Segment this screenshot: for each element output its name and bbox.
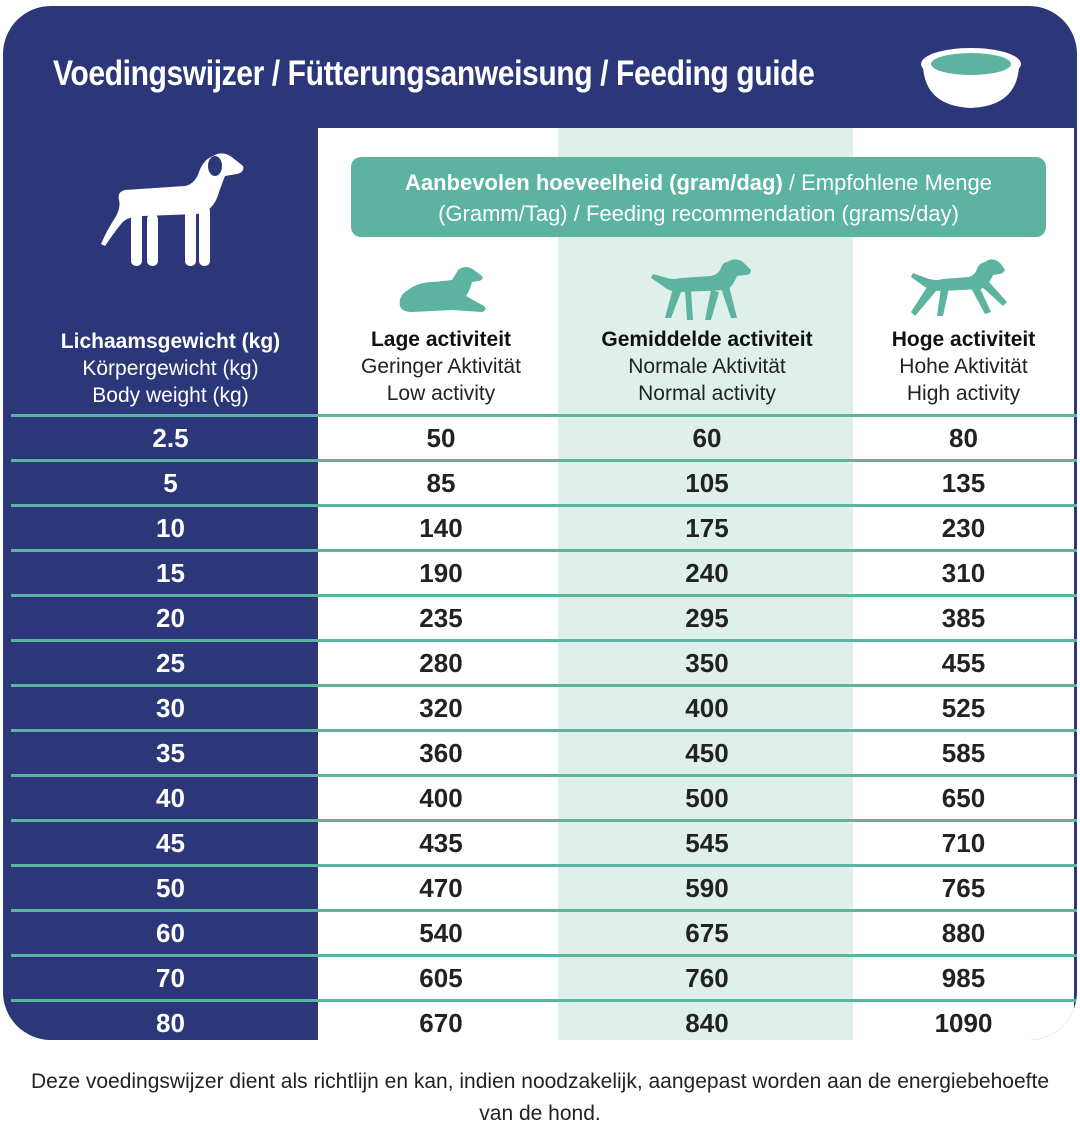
weight-cell: 80 [156, 1008, 185, 1038]
high-activity-cell: 585 [941, 738, 986, 768]
footer-note: Deze voedingswijzer dient als richtlijn … [31, 1070, 1049, 1125]
recommendation-line2: (Gramm/Tag) / Feeding recommendation (gr… [438, 201, 959, 226]
weight-header-de: Körpergewicht (kg) [82, 357, 259, 380]
weight-cell: 25 [156, 648, 185, 678]
low-activity-cell: 540 [419, 918, 463, 948]
table-row: 20 235 295 385 [3, 594, 1077, 639]
low-activity-cell: 435 [419, 828, 463, 858]
normal-activity-cell: 590 [685, 873, 729, 903]
normal-activity-cell: 500 [685, 783, 729, 813]
high-activity-cell: 650 [941, 783, 986, 813]
table-row: 70 605 760 985 [3, 954, 1077, 999]
lying-dog-icon [399, 267, 486, 312]
table-row: 60 540 675 880 [3, 909, 1077, 954]
normal-activity-cell: 400 [685, 693, 729, 723]
normal-activity-cell: 240 [685, 558, 729, 588]
table-row: 40 400 500 650 [3, 774, 1077, 819]
recommendation-rest: / Empfohlene Menge [782, 170, 992, 195]
low-activity-cell: 235 [419, 603, 463, 633]
high-activity-cell: 880 [941, 918, 986, 948]
activity-normal-en: Normal activity [638, 382, 776, 405]
table-row: 2.5 50 60 80 [3, 414, 1077, 459]
weight-cell: 35 [156, 738, 185, 768]
normal-activity-cell: 175 [685, 513, 729, 543]
weight-cell: 2.5 [152, 423, 189, 453]
high-activity-cell: 525 [941, 693, 986, 723]
low-activity-cell: 50 [426, 423, 456, 453]
low-activity-cell: 85 [426, 468, 456, 498]
weight-cell: 40 [156, 783, 185, 813]
activity-low-nl: Lage activiteit [370, 328, 512, 351]
activity-low-de: Geringer Aktivität [361, 355, 521, 378]
high-activity-cell: 765 [941, 873, 986, 903]
table-row: 45 435 545 710 [3, 819, 1077, 864]
high-activity-cell: 455 [941, 648, 986, 678]
low-activity-cell: 320 [419, 693, 463, 723]
high-activity-cell: 710 [941, 828, 986, 858]
food-bowl-icon [921, 48, 1021, 108]
high-activity-cell: 80 [949, 423, 978, 453]
recommendation-bold: Aanbevolen hoeveelheid (gram/dag) [405, 170, 783, 195]
activity-header-high: Hoge activiteit Hohe Aktivität High acti… [853, 326, 1074, 407]
activity-normal-nl: Gemiddelde activiteit [601, 328, 813, 351]
weight-header-nl: Lichaamsgewicht (kg) [60, 330, 281, 353]
activity-high-en: High activity [906, 382, 1021, 405]
running-dog-icon [911, 259, 1007, 316]
high-activity-cell: 385 [941, 603, 986, 633]
weight-cell: 60 [156, 918, 185, 948]
weight-header-en: Body weight (kg) [92, 384, 249, 407]
low-activity-cell: 140 [419, 513, 463, 543]
normal-activity-cell: 350 [685, 648, 729, 678]
table-row: 25 280 350 455 [3, 639, 1077, 684]
table-row: 5 85 105 135 [3, 459, 1077, 504]
weight-cell: 5 [163, 468, 178, 498]
activity-header-normal: Gemiddelde activiteit Normale Aktivität … [561, 326, 853, 407]
normal-activity-cell: 545 [685, 828, 729, 858]
normal-activity-cell: 450 [685, 738, 729, 768]
normal-activity-cell: 60 [692, 423, 722, 453]
high-activity-cell: 230 [941, 513, 986, 543]
normal-activity-cell: 840 [685, 1008, 729, 1038]
activity-low-en: Low activity [386, 382, 496, 405]
high-activity-cell: 1090 [934, 1008, 993, 1038]
high-activity-cell: 310 [941, 558, 986, 588]
weight-cell: 30 [156, 693, 185, 723]
feeding-guide-card: Voedingswijzer / Fütterungsanweisung / F… [3, 6, 1077, 1040]
normal-activity-cell: 295 [685, 603, 729, 633]
activity-high-nl: Hoge activiteit [891, 328, 1036, 351]
low-activity-cell: 190 [419, 558, 463, 588]
normal-activity-cell: 105 [685, 468, 729, 498]
low-activity-cell: 470 [419, 873, 463, 903]
table-row: 15 190 240 310 [3, 549, 1077, 594]
low-activity-cell: 670 [419, 1008, 463, 1038]
recommendation-header: Aanbevolen hoeveelheid (gram/dag) / Empf… [351, 157, 1046, 237]
high-activity-cell: 135 [941, 468, 986, 498]
normal-activity-cell: 760 [685, 963, 729, 993]
table-row: 30 320 400 525 [3, 684, 1077, 729]
weight-cell: 45 [156, 828, 185, 858]
low-activity-cell: 360 [419, 738, 463, 768]
weight-cell: 50 [156, 873, 185, 903]
walking-dog-icon [651, 259, 751, 320]
weight-cell: 70 [156, 963, 185, 993]
feeding-table-body: 2.5 50 60 80 5 85 105 135 10 140 175 230… [3, 414, 1077, 1040]
page-title: Voedingswijzer / Fütterungsanweisung / F… [53, 54, 815, 93]
activity-normal-de: Normale Aktivität [628, 355, 786, 378]
table-row: 10 140 175 230 [3, 504, 1077, 549]
weight-cell: 15 [156, 558, 185, 588]
weight-column-header: Lichaamsgewicht (kg) Körpergewicht (kg) … [43, 328, 298, 409]
weight-cell: 20 [156, 603, 185, 633]
activity-header-low: Lage activiteit Geringer Aktivität Low a… [321, 326, 561, 407]
weight-cell: 10 [156, 513, 185, 543]
table-row: 80 670 840 1090 [3, 999, 1077, 1040]
table-row: 35 360 450 585 [3, 729, 1077, 774]
high-activity-cell: 985 [941, 963, 986, 993]
low-activity-cell: 280 [419, 648, 463, 678]
table-row: 50 470 590 765 [3, 864, 1077, 909]
activity-high-de: Hohe Aktivität [899, 355, 1028, 378]
low-activity-cell: 400 [419, 783, 463, 813]
low-activity-cell: 605 [419, 963, 463, 993]
normal-activity-cell: 675 [685, 918, 729, 948]
standing-dog-icon [101, 153, 244, 266]
